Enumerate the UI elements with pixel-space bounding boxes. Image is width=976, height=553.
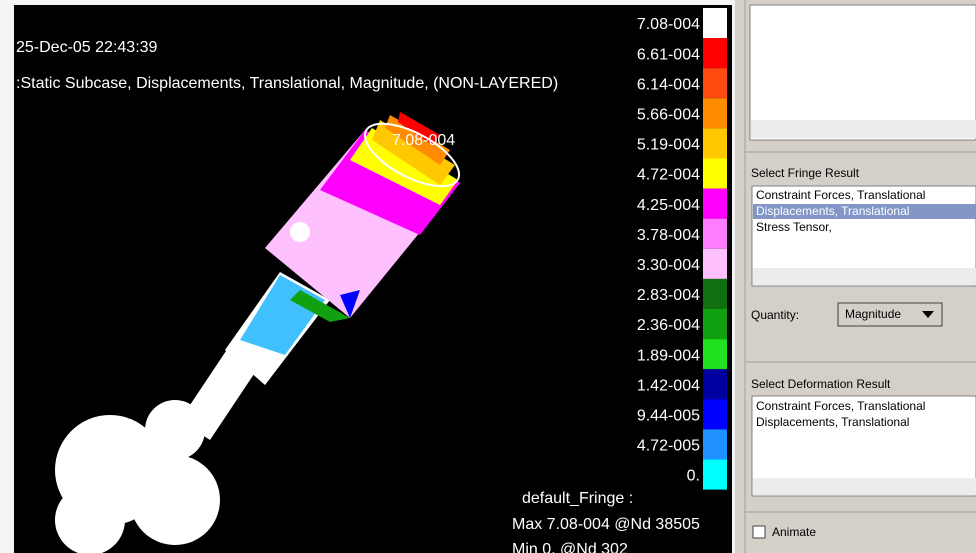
subtitle: :Static Subcase, Displacements, Translat… — [16, 75, 558, 92]
page: 25-Dec-05 22:43:39 :Static Subcase, Disp… — [0, 0, 976, 553]
legend-swatch — [703, 369, 727, 399]
legend-swatch — [703, 219, 727, 249]
legend-label: 3.78-004 — [637, 227, 700, 244]
legend-swatch — [703, 8, 727, 38]
deformation-heading: Select Deformation Result — [751, 377, 891, 391]
legend-label: 4.72-004 — [637, 167, 700, 184]
legend-swatch — [703, 159, 727, 189]
list-item[interactable]: Displacements, Translational — [756, 415, 909, 429]
legend-label: 2.36-004 — [637, 317, 700, 334]
legend-label: 2.83-004 — [637, 287, 700, 304]
list-item[interactable]: Constraint Forces, Translational — [756, 188, 925, 202]
legend-label: 4.72-005 — [637, 438, 700, 455]
scrollbar[interactable] — [753, 478, 976, 495]
timestamp: 25-Dec-05 22:43:39 — [16, 39, 158, 56]
legend-swatch — [703, 279, 727, 309]
legend-label: 5.66-004 — [637, 107, 700, 124]
annotation: 7.08-004 — [392, 132, 455, 149]
legend-swatch — [703, 38, 727, 68]
legend-swatch — [703, 249, 727, 279]
legend-swatch — [703, 98, 727, 128]
min-label: Min 0. @Nd 302 — [512, 541, 628, 553]
legend-swatch — [703, 399, 727, 429]
quantity-label: Quantity: — [751, 308, 799, 322]
legend-swatch — [703, 68, 727, 98]
legend-swatch — [703, 429, 727, 459]
max-label: Max 7.08-004 @Nd 38505 — [512, 516, 700, 533]
fringe-heading: Select Fringe Result — [751, 166, 860, 180]
legend-label: 6.14-004 — [637, 76, 700, 93]
checkbox[interactable] — [753, 526, 765, 538]
legend-swatch — [703, 128, 727, 158]
list-item[interactable]: Stress Tensor, — [756, 220, 832, 234]
legend-swatch — [703, 189, 727, 219]
scrollbar[interactable] — [751, 120, 976, 138]
listbox[interactable] — [750, 5, 976, 140]
screen: 25-Dec-05 22:43:39 :Static Subcase, Disp… — [0, 0, 976, 553]
legend-label: 3.30-004 — [637, 257, 700, 274]
legend-label: 1.42-004 — [637, 377, 700, 394]
legend-label: 6.61-004 — [637, 46, 700, 63]
dropdown-value[interactable]: Magnitude — [845, 307, 901, 321]
legend-label: 7.08-004 — [637, 16, 700, 33]
legend-swatch — [703, 309, 727, 339]
list-item[interactable]: Constraint Forces, Translational — [756, 399, 925, 413]
legend-swatch — [703, 339, 727, 369]
legend-label: 9.44-005 — [637, 408, 700, 425]
legend-label: 1.89-004 — [637, 347, 700, 364]
legend-label: 5.19-004 — [637, 137, 700, 154]
legend-label: 4.25-004 — [637, 197, 700, 214]
legend-label: 0. — [687, 468, 700, 485]
fringe-title: default_Fringe : — [522, 490, 633, 507]
legend-swatch — [703, 460, 727, 490]
animate-label[interactable]: Animate — [772, 525, 816, 539]
list-item-selected[interactable]: Displacements, Translational — [756, 204, 909, 218]
scrollbar[interactable] — [753, 268, 976, 285]
